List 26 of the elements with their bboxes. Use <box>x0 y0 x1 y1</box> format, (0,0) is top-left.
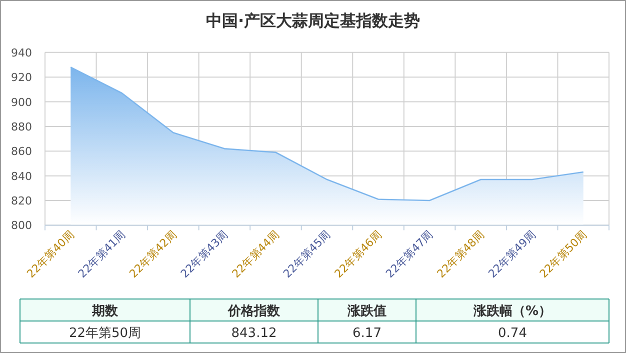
x-tick-label: 22年第42周 <box>126 228 180 280</box>
y-tick-label: 860 <box>11 145 32 158</box>
chart-title: 中国·产区大蒜周定基指数走势 <box>206 11 420 30</box>
text: 6.17 <box>352 326 382 341</box>
x-tick-label: 22年第47周 <box>383 228 436 280</box>
y-tick-label: 880 <box>11 120 32 134</box>
x-tick-label: 22年第45周 <box>280 228 334 280</box>
text: 843.12 <box>231 326 277 341</box>
y-tick-label: 900 <box>11 96 32 109</box>
x-tick-label: 22年第46周 <box>332 228 384 280</box>
x-tick-label: 22年第44周 <box>230 228 282 280</box>
text: 22年第50周 <box>68 326 142 341</box>
x-tick-label: 22年第50周 <box>537 228 590 280</box>
text: 涨跌幅（%） <box>472 304 552 319</box>
y-tick-label: 920 <box>11 71 32 84</box>
text: 期数 <box>91 304 119 319</box>
y-tick-label: 820 <box>11 194 32 208</box>
x-tick-label: 22年第48周 <box>434 228 487 280</box>
x-tick-label: 22年第41周 <box>76 228 128 280</box>
y-tick-label: 840 <box>11 170 32 183</box>
y-tick-label: 940 <box>11 46 32 60</box>
x-tick-label: 22年第49周 <box>486 228 538 280</box>
x-tick-label: 22年第43周 <box>178 228 231 280</box>
text: 0.74 <box>498 326 527 341</box>
text: 涨跌值 <box>346 304 386 319</box>
text: 价格指数 <box>227 304 281 319</box>
